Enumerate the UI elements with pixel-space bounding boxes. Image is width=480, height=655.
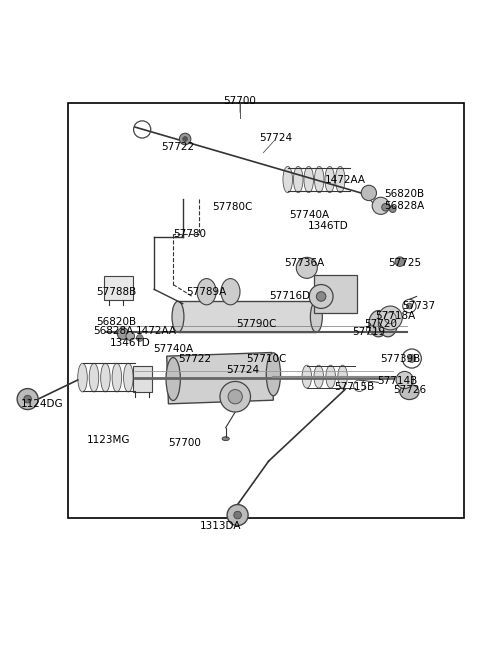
Bar bbox=[104, 276, 132, 300]
Text: 1123MG: 1123MG bbox=[87, 435, 131, 445]
Text: 57740A: 57740A bbox=[153, 344, 193, 354]
Ellipse shape bbox=[299, 258, 315, 265]
Ellipse shape bbox=[336, 166, 345, 193]
Circle shape bbox=[220, 381, 251, 412]
Text: 1472AA: 1472AA bbox=[324, 175, 365, 185]
Ellipse shape bbox=[89, 364, 99, 392]
Text: 57726: 57726 bbox=[393, 386, 426, 396]
Ellipse shape bbox=[78, 364, 87, 392]
Circle shape bbox=[228, 390, 242, 404]
Circle shape bbox=[136, 335, 143, 341]
Circle shape bbox=[378, 306, 402, 330]
Text: 57736A: 57736A bbox=[284, 258, 324, 268]
Circle shape bbox=[396, 371, 413, 388]
Text: 57739B: 57739B bbox=[380, 354, 420, 364]
Text: 57716D: 57716D bbox=[270, 291, 311, 301]
Ellipse shape bbox=[266, 353, 281, 396]
Text: 57718A: 57718A bbox=[375, 311, 415, 321]
Circle shape bbox=[382, 204, 389, 211]
Circle shape bbox=[17, 388, 38, 409]
Circle shape bbox=[227, 504, 248, 525]
Bar bbox=[132, 365, 152, 392]
Ellipse shape bbox=[221, 278, 240, 305]
Circle shape bbox=[372, 197, 389, 214]
Text: 56828A: 56828A bbox=[94, 326, 133, 336]
Text: 57720: 57720 bbox=[364, 319, 397, 329]
Text: 56820B: 56820B bbox=[96, 317, 136, 327]
Circle shape bbox=[309, 284, 333, 309]
Circle shape bbox=[361, 185, 376, 200]
Ellipse shape bbox=[314, 166, 324, 193]
Ellipse shape bbox=[293, 166, 303, 193]
Circle shape bbox=[296, 257, 317, 278]
Ellipse shape bbox=[304, 166, 313, 193]
Ellipse shape bbox=[172, 301, 184, 332]
Text: 57722: 57722 bbox=[161, 142, 194, 152]
Circle shape bbox=[316, 291, 326, 301]
Ellipse shape bbox=[101, 364, 110, 392]
Ellipse shape bbox=[112, 364, 121, 392]
Ellipse shape bbox=[283, 166, 292, 193]
Circle shape bbox=[389, 206, 396, 212]
Ellipse shape bbox=[302, 365, 312, 388]
Text: 56828A: 56828A bbox=[384, 201, 425, 211]
Text: 57740A: 57740A bbox=[289, 210, 329, 220]
Ellipse shape bbox=[197, 278, 216, 305]
Text: 57719: 57719 bbox=[352, 328, 385, 337]
Ellipse shape bbox=[311, 301, 323, 332]
Bar bbox=[178, 301, 316, 332]
Circle shape bbox=[24, 395, 32, 403]
Text: 57700: 57700 bbox=[168, 438, 202, 448]
Text: 57725: 57725 bbox=[388, 258, 421, 268]
Circle shape bbox=[180, 133, 191, 145]
Circle shape bbox=[407, 303, 412, 309]
Circle shape bbox=[234, 512, 241, 519]
Text: 57724: 57724 bbox=[259, 132, 292, 143]
Ellipse shape bbox=[222, 437, 229, 441]
Text: 57780C: 57780C bbox=[213, 202, 253, 212]
Ellipse shape bbox=[369, 310, 388, 337]
Text: 1346TD: 1346TD bbox=[308, 221, 348, 231]
Bar bbox=[314, 275, 357, 313]
Text: 1313DA: 1313DA bbox=[200, 521, 241, 531]
Text: 1346TD: 1346TD bbox=[110, 338, 151, 348]
Text: 57724: 57724 bbox=[226, 365, 259, 375]
Ellipse shape bbox=[378, 310, 397, 337]
Circle shape bbox=[395, 257, 405, 267]
Text: 57789A: 57789A bbox=[186, 287, 227, 297]
Text: 57788B: 57788B bbox=[96, 287, 136, 297]
Ellipse shape bbox=[166, 358, 180, 400]
Text: 1124DG: 1124DG bbox=[21, 399, 63, 409]
Circle shape bbox=[183, 137, 188, 141]
Text: 57737: 57737 bbox=[402, 301, 435, 311]
Text: 56820B: 56820B bbox=[384, 189, 425, 199]
Ellipse shape bbox=[325, 166, 335, 193]
Text: 57700: 57700 bbox=[224, 96, 256, 106]
Ellipse shape bbox=[400, 384, 419, 400]
Text: 57710C: 57710C bbox=[246, 354, 287, 364]
Ellipse shape bbox=[326, 365, 336, 388]
Circle shape bbox=[117, 328, 129, 339]
Ellipse shape bbox=[338, 365, 348, 388]
Ellipse shape bbox=[123, 364, 133, 392]
Circle shape bbox=[126, 332, 134, 341]
Text: 57714B: 57714B bbox=[377, 376, 418, 386]
Text: 57722: 57722 bbox=[178, 354, 211, 364]
Text: 57780: 57780 bbox=[173, 229, 206, 240]
Bar bbox=[167, 352, 273, 404]
Text: 57715B: 57715B bbox=[335, 382, 375, 392]
Text: 57790C: 57790C bbox=[237, 319, 277, 329]
Ellipse shape bbox=[314, 365, 324, 388]
Circle shape bbox=[408, 355, 416, 362]
Text: 1472AA: 1472AA bbox=[136, 326, 177, 336]
